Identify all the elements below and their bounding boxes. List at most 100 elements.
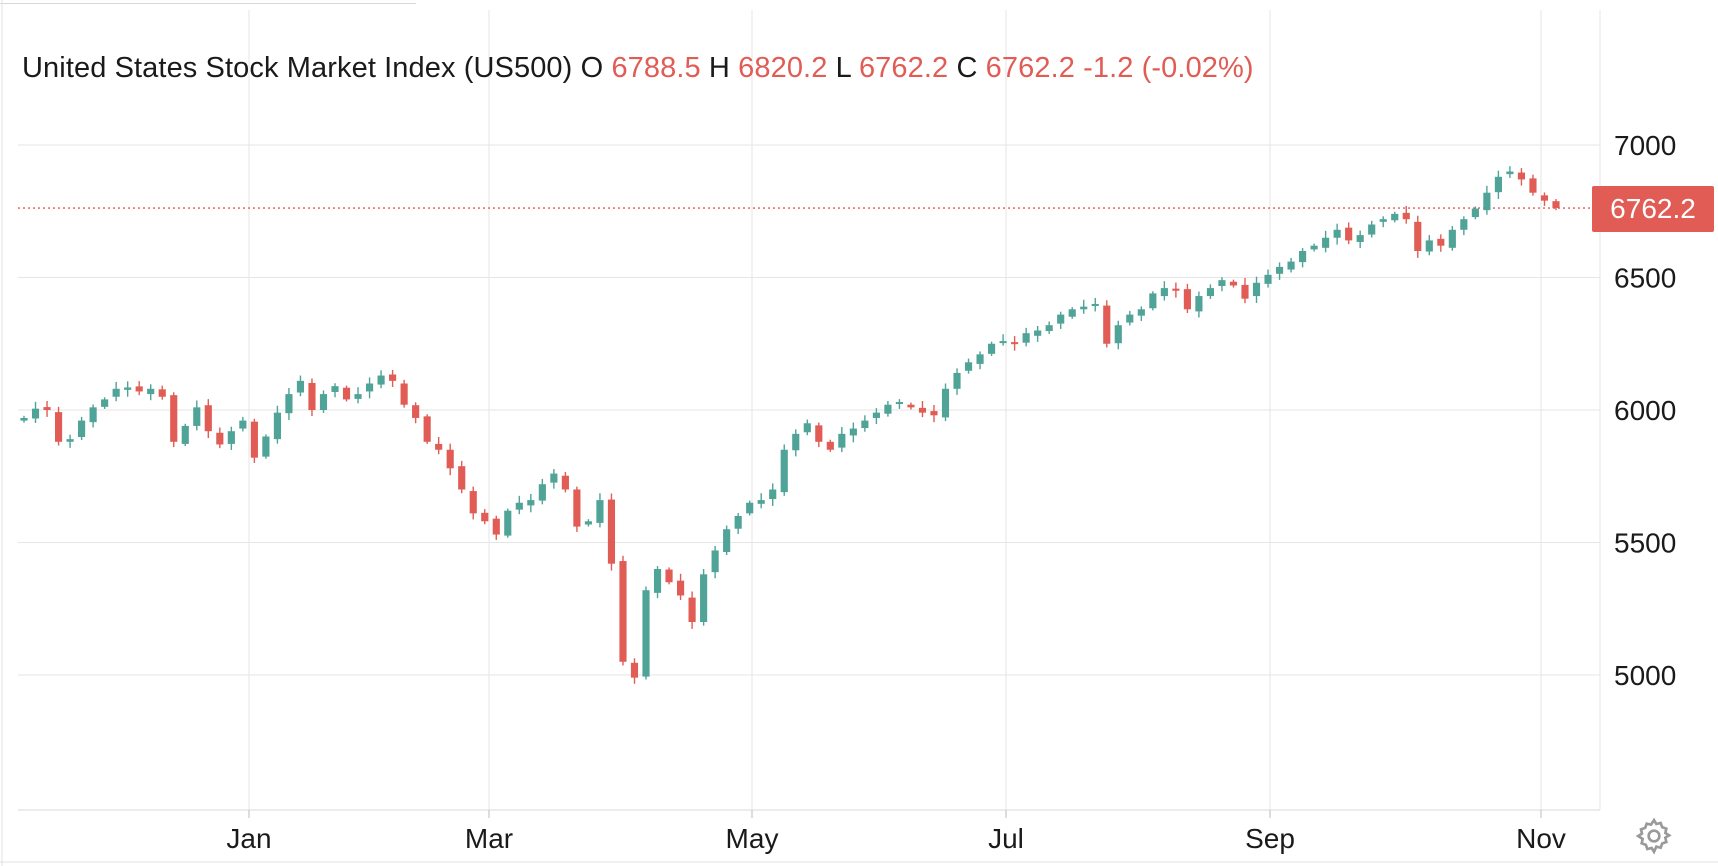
y-tick-label: 6000 bbox=[1614, 395, 1676, 426]
candle-body bbox=[1045, 325, 1053, 332]
candle-body bbox=[1149, 293, 1157, 309]
candle-body bbox=[1011, 342, 1019, 345]
candle-body bbox=[377, 375, 385, 385]
candle-body bbox=[423, 416, 431, 442]
candle-body bbox=[803, 423, 811, 433]
candle-body bbox=[66, 439, 74, 442]
candle-body bbox=[262, 436, 270, 457]
candle-body bbox=[1034, 330, 1042, 336]
candle-body bbox=[1206, 288, 1215, 297]
candle-body bbox=[550, 473, 558, 483]
candle-body bbox=[1448, 229, 1456, 248]
candle-body bbox=[1414, 221, 1422, 251]
candle-body bbox=[1333, 229, 1341, 238]
candle-body bbox=[700, 574, 708, 622]
x-tick-label: Nov bbox=[1516, 823, 1566, 854]
candle-body bbox=[492, 518, 500, 535]
candle-body bbox=[1425, 240, 1433, 252]
candle-body bbox=[780, 449, 788, 493]
candle-body bbox=[331, 386, 339, 392]
y-tick-label: 6500 bbox=[1614, 263, 1676, 294]
candle-body bbox=[43, 407, 51, 410]
candle-body bbox=[1471, 208, 1479, 218]
candle-body bbox=[1310, 245, 1318, 250]
legend-title: United States Stock Market Index (US500) bbox=[22, 52, 573, 84]
candle-body bbox=[826, 441, 834, 450]
candle-body bbox=[596, 500, 604, 523]
candle-body bbox=[723, 529, 731, 553]
candle-body bbox=[642, 590, 650, 677]
candle-body bbox=[1494, 176, 1502, 193]
candle-body bbox=[1114, 325, 1122, 344]
candle-body bbox=[342, 387, 351, 400]
candle-body bbox=[1068, 309, 1076, 317]
candle-body bbox=[677, 580, 685, 596]
candle-body bbox=[1137, 309, 1145, 316]
candle-body bbox=[239, 420, 247, 429]
candle-body bbox=[711, 550, 719, 573]
candle-body bbox=[907, 404, 915, 408]
candle-body bbox=[872, 412, 880, 418]
candle-body bbox=[792, 433, 800, 451]
candle-body bbox=[1241, 284, 1249, 299]
candle-body bbox=[1183, 289, 1191, 310]
candle-body bbox=[861, 420, 869, 429]
candle-body bbox=[1195, 296, 1203, 312]
candle-body bbox=[319, 394, 328, 410]
candle-body bbox=[573, 489, 581, 527]
x-tick-label: May bbox=[726, 823, 779, 854]
candle-body bbox=[1264, 274, 1272, 284]
candle-body bbox=[54, 412, 63, 442]
candle-body bbox=[181, 425, 189, 444]
candle-body bbox=[1103, 305, 1111, 344]
legend-open-value: 6788.5 bbox=[611, 52, 701, 84]
candle-body bbox=[193, 407, 201, 426]
candle-body bbox=[1091, 304, 1099, 306]
candle-body bbox=[1402, 212, 1410, 220]
gear-icon[interactable] bbox=[1634, 816, 1674, 856]
candle-body bbox=[412, 405, 420, 418]
candle-body bbox=[561, 475, 569, 490]
candle-body bbox=[365, 383, 374, 392]
candle-body bbox=[400, 383, 408, 405]
candle-body bbox=[1287, 261, 1295, 270]
candle-body bbox=[1506, 171, 1514, 175]
candle-body bbox=[1126, 314, 1134, 323]
candle-body bbox=[584, 521, 592, 525]
candle-body bbox=[89, 407, 97, 423]
candle-body bbox=[1218, 280, 1226, 286]
candle-body bbox=[769, 489, 777, 500]
candle-body bbox=[964, 362, 973, 371]
candle-body bbox=[538, 484, 546, 501]
candle-body bbox=[285, 394, 293, 414]
candle-body bbox=[941, 388, 950, 418]
legend-high-value: 6820.2 bbox=[738, 52, 828, 84]
candle-body bbox=[653, 569, 662, 593]
candle-body bbox=[273, 412, 281, 440]
candle-body bbox=[527, 500, 535, 506]
candle-body bbox=[515, 502, 523, 510]
candle-body bbox=[630, 662, 639, 678]
candle-body bbox=[884, 404, 892, 414]
candle-body bbox=[1379, 219, 1387, 222]
candle-body bbox=[1529, 178, 1537, 193]
legend-change: -1.2 (-0.02%) bbox=[1083, 52, 1254, 84]
candle-body bbox=[216, 432, 224, 445]
candle-body bbox=[250, 421, 258, 458]
candle-body bbox=[112, 388, 120, 397]
x-tick-label: Sep bbox=[1245, 823, 1295, 854]
candle-body bbox=[607, 499, 616, 564]
candle-body bbox=[1540, 195, 1549, 201]
candle-body bbox=[1437, 238, 1445, 246]
candle-body bbox=[688, 597, 696, 622]
candle-body bbox=[1299, 251, 1307, 263]
candle-body bbox=[1517, 172, 1526, 180]
legend-c-label: C bbox=[956, 52, 978, 84]
candle-body bbox=[746, 502, 754, 514]
candle-body bbox=[504, 510, 512, 536]
candle-body bbox=[78, 420, 86, 438]
candle-body bbox=[665, 569, 673, 583]
candle-body bbox=[1057, 314, 1065, 324]
